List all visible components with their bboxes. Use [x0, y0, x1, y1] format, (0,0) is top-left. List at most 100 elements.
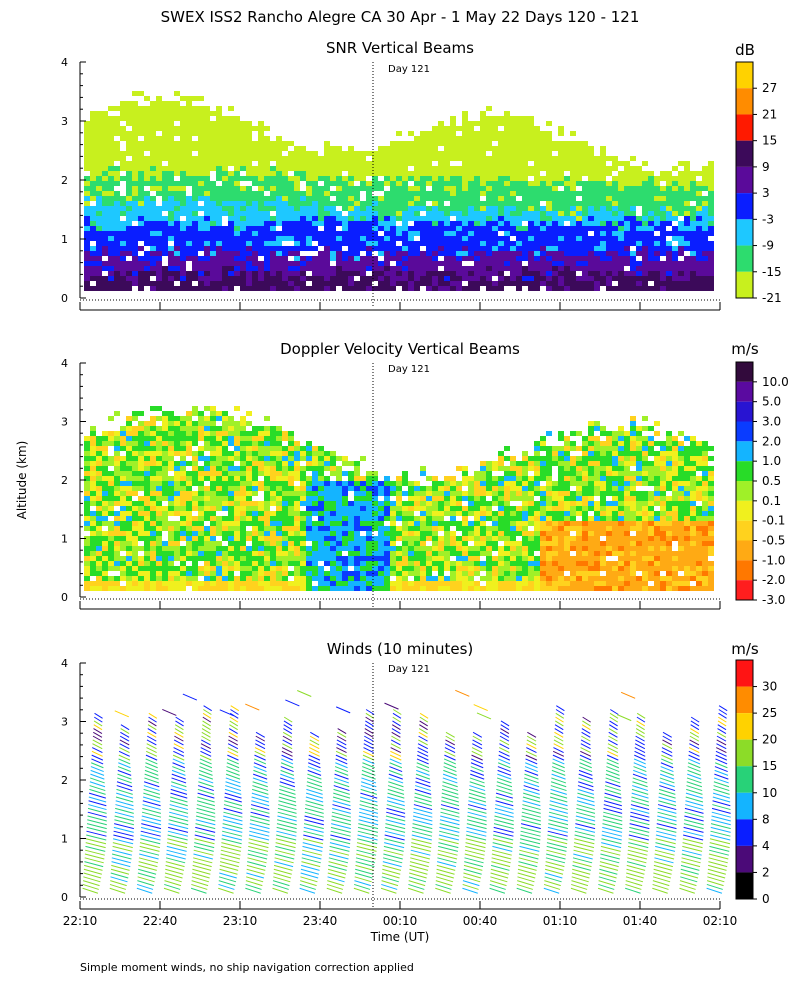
- snr-cell: [516, 216, 522, 221]
- snr-cell: [240, 251, 246, 256]
- doppler-cell: [144, 556, 150, 561]
- snr-cell: [558, 271, 564, 276]
- snr-cell: [642, 206, 648, 211]
- snr-cell: [90, 136, 96, 141]
- snr-cell: [234, 131, 240, 136]
- snr-cell: [270, 201, 276, 206]
- snr-cell: [270, 226, 276, 231]
- doppler-cell: [150, 541, 156, 546]
- snr-cell: [558, 191, 564, 196]
- snr-cell: [270, 206, 276, 211]
- doppler-cell: [222, 431, 228, 436]
- snr-cell: [126, 201, 132, 206]
- snr-cell: [324, 151, 330, 156]
- snr-cell: [246, 206, 252, 211]
- snr-cell: [84, 136, 90, 141]
- snr-cell: [360, 256, 366, 261]
- snr-cell: [498, 201, 504, 206]
- snr-cell: [690, 246, 696, 251]
- snr-cell: [288, 271, 294, 276]
- snr-cell: [162, 136, 168, 141]
- snr-cell: [438, 201, 444, 206]
- doppler-cell: [426, 521, 432, 526]
- snr-cell: [96, 171, 102, 176]
- snr-cell: [582, 251, 588, 256]
- doppler-cell: [150, 536, 156, 541]
- snr-cell: [138, 261, 144, 266]
- snr-cell: [114, 276, 120, 281]
- snr-cell: [432, 211, 438, 216]
- doppler-cell: [186, 426, 192, 431]
- snr-cell: [348, 261, 354, 266]
- snr-cell: [252, 216, 258, 221]
- snr-cell: [132, 246, 138, 251]
- snr-cell: [426, 226, 432, 231]
- snr-cell: [126, 231, 132, 236]
- snr-cell: [438, 221, 444, 226]
- snr-cell: [444, 206, 450, 211]
- snr-cell: [228, 236, 234, 241]
- doppler-cell: [168, 456, 174, 461]
- doppler-cell: [246, 531, 252, 536]
- colorbar-swatch: [736, 193, 753, 220]
- snr-cell: [450, 221, 456, 226]
- doppler-cell: [330, 546, 336, 551]
- snr-cell: [156, 236, 162, 241]
- doppler-cell: [276, 476, 282, 481]
- doppler-cell: [126, 526, 132, 531]
- snr-cell: [450, 186, 456, 191]
- snr-cell: [528, 236, 534, 241]
- snr-cell: [174, 91, 180, 96]
- snr-cell: [282, 246, 288, 251]
- snr-cell: [498, 196, 504, 201]
- snr-cell: [150, 186, 156, 191]
- snr-cell: [612, 211, 618, 216]
- doppler-cell: [222, 576, 228, 581]
- snr-cell: [540, 151, 546, 156]
- snr-cell: [588, 226, 594, 231]
- snr-cell: [102, 181, 108, 186]
- snr-cell: [558, 276, 564, 281]
- snr-cell: [504, 151, 510, 156]
- snr-cell: [456, 211, 462, 216]
- snr-cell: [390, 286, 396, 291]
- snr-cell: [156, 246, 162, 251]
- snr-cell: [642, 261, 648, 266]
- snr-cell: [516, 251, 522, 256]
- doppler-cell: [372, 501, 378, 506]
- snr-cell: [450, 211, 456, 216]
- snr-cell: [432, 266, 438, 271]
- doppler-cell: [192, 586, 198, 591]
- snr-cell: [282, 211, 288, 216]
- doppler-cell: [150, 471, 156, 476]
- doppler-cell: [216, 526, 222, 531]
- snr-cell: [336, 221, 342, 226]
- doppler-cell: [282, 491, 288, 496]
- doppler-cell: [408, 546, 414, 551]
- snr-cell: [588, 146, 594, 151]
- snr-cell: [432, 281, 438, 286]
- snr-cell: [198, 136, 204, 141]
- doppler-cell: [198, 581, 204, 586]
- snr-cell: [450, 196, 456, 201]
- snr-cell: [330, 191, 336, 196]
- snr-cell: [120, 276, 126, 281]
- snr-cell: [366, 196, 372, 201]
- doppler-cell: [180, 481, 186, 486]
- snr-cell: [450, 141, 456, 146]
- doppler-cell: [114, 491, 120, 496]
- snr-cell: [660, 206, 666, 211]
- doppler-cell: [192, 551, 198, 556]
- snr-cell: [486, 216, 492, 221]
- snr-cell: [594, 261, 600, 266]
- doppler-cell: [168, 426, 174, 431]
- doppler-cell: [192, 576, 198, 581]
- snr-cell: [402, 191, 408, 196]
- snr-cell: [618, 191, 624, 196]
- doppler-cell: [84, 546, 90, 551]
- snr-cell: [438, 156, 444, 161]
- snr-cell: [474, 246, 480, 251]
- snr-cell: [612, 261, 618, 266]
- snr-cell: [348, 166, 354, 171]
- doppler-cell: [414, 541, 420, 546]
